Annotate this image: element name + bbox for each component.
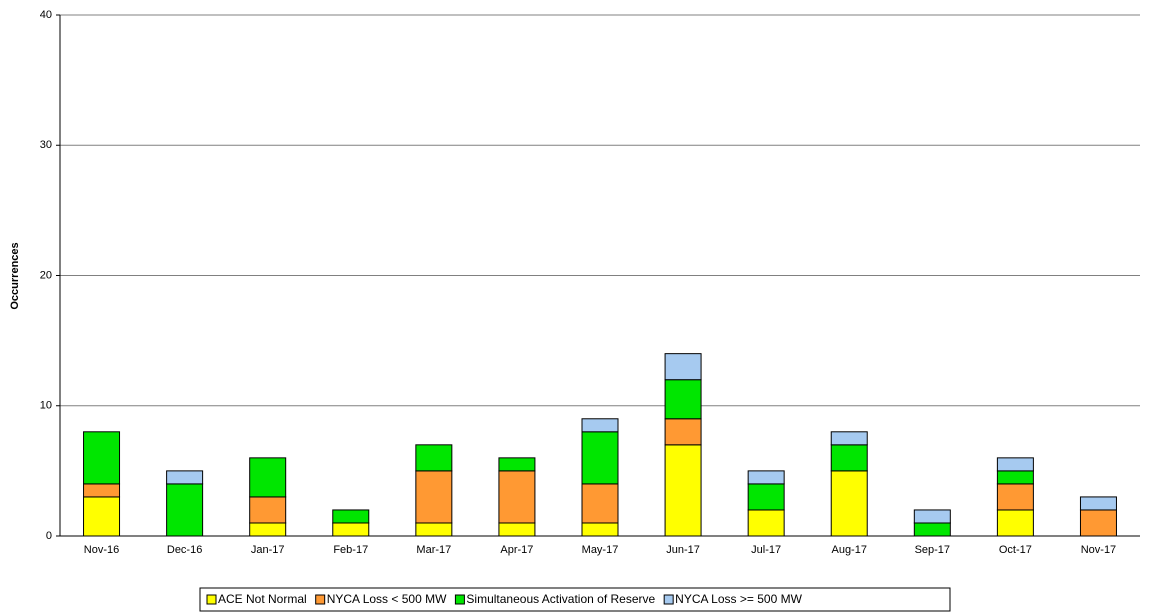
bar-segment bbox=[830, 444, 868, 472]
bar-segment bbox=[1079, 496, 1117, 511]
bar-segment bbox=[830, 431, 868, 446]
bar-segment bbox=[996, 457, 1034, 472]
bar-segment bbox=[249, 457, 287, 498]
legend-swatch bbox=[663, 594, 674, 605]
bar-segment bbox=[498, 470, 536, 524]
y-tick-label: 0 bbox=[46, 530, 52, 542]
bar-segment bbox=[996, 483, 1034, 511]
bar-segment bbox=[415, 470, 453, 524]
bar-segment bbox=[166, 483, 204, 537]
bar-segment bbox=[415, 522, 453, 537]
x-tick-label: Jan-17 bbox=[251, 544, 285, 556]
bar-segment bbox=[498, 457, 536, 472]
y-tick-label: 30 bbox=[40, 139, 52, 151]
y-tick-label: 20 bbox=[40, 269, 52, 281]
bar-segment bbox=[664, 444, 702, 537]
legend-label: NYCA Loss >= 500 MW bbox=[675, 592, 802, 606]
x-tick-label: May-17 bbox=[582, 544, 619, 556]
x-tick-label: Nov-16 bbox=[84, 544, 119, 556]
x-tick-label: Jun-17 bbox=[666, 544, 700, 556]
bar-segment bbox=[747, 470, 785, 485]
legend-swatch bbox=[206, 594, 217, 605]
legend-swatch bbox=[315, 594, 326, 605]
x-tick-label: Mar-17 bbox=[416, 544, 451, 556]
legend-label: Simultaneous Activation of Reserve bbox=[466, 592, 655, 606]
legend-label: NYCA Loss < 500 MW bbox=[327, 592, 447, 606]
x-tick-label: Apr-17 bbox=[500, 544, 533, 556]
bar-segment bbox=[996, 509, 1034, 537]
y-tick-label: 40 bbox=[40, 9, 52, 21]
bar-segment bbox=[498, 522, 536, 537]
bar-segment bbox=[913, 522, 951, 537]
bar-segment bbox=[415, 444, 453, 472]
bar-segment bbox=[1079, 509, 1117, 537]
bar-segment bbox=[332, 522, 370, 537]
bar-segment bbox=[166, 470, 204, 485]
bar-segment bbox=[83, 431, 121, 485]
x-tick-label: Aug-17 bbox=[831, 544, 866, 556]
bar-segment bbox=[747, 483, 785, 511]
legend-swatch bbox=[454, 594, 465, 605]
x-tick-label: Feb-17 bbox=[333, 544, 368, 556]
bar-segment bbox=[332, 509, 370, 524]
bar-segment bbox=[581, 483, 619, 524]
bar-segment bbox=[249, 496, 287, 524]
bar-segment bbox=[747, 509, 785, 537]
x-tick-label: Oct-17 bbox=[999, 544, 1032, 556]
bar-segment bbox=[830, 470, 868, 537]
legend-label: ACE Not Normal bbox=[218, 592, 307, 606]
bar-segment bbox=[581, 431, 619, 485]
bar-segment bbox=[581, 522, 619, 537]
bar-segment bbox=[913, 509, 951, 524]
y-axis-label: Occurrences bbox=[9, 242, 21, 309]
bar-segment bbox=[581, 418, 619, 433]
legend-box bbox=[199, 587, 951, 612]
bar-segment bbox=[664, 379, 702, 420]
bar-segment bbox=[664, 418, 702, 446]
y-tick-label: 10 bbox=[40, 400, 52, 412]
x-tick-label: Sep-17 bbox=[915, 544, 950, 556]
x-tick-label: Dec-16 bbox=[167, 544, 202, 556]
x-tick-label: Jul-17 bbox=[751, 544, 781, 556]
bar-segment bbox=[664, 353, 702, 381]
bar-segment bbox=[83, 483, 121, 498]
bar-segment bbox=[83, 496, 121, 537]
x-tick-label: Nov-17 bbox=[1081, 544, 1116, 556]
bar-segment bbox=[996, 470, 1034, 485]
bar-segment bbox=[249, 522, 287, 537]
